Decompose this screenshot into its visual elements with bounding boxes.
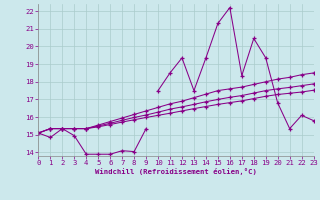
X-axis label: Windchill (Refroidissement éolien,°C): Windchill (Refroidissement éolien,°C) (95, 168, 257, 175)
